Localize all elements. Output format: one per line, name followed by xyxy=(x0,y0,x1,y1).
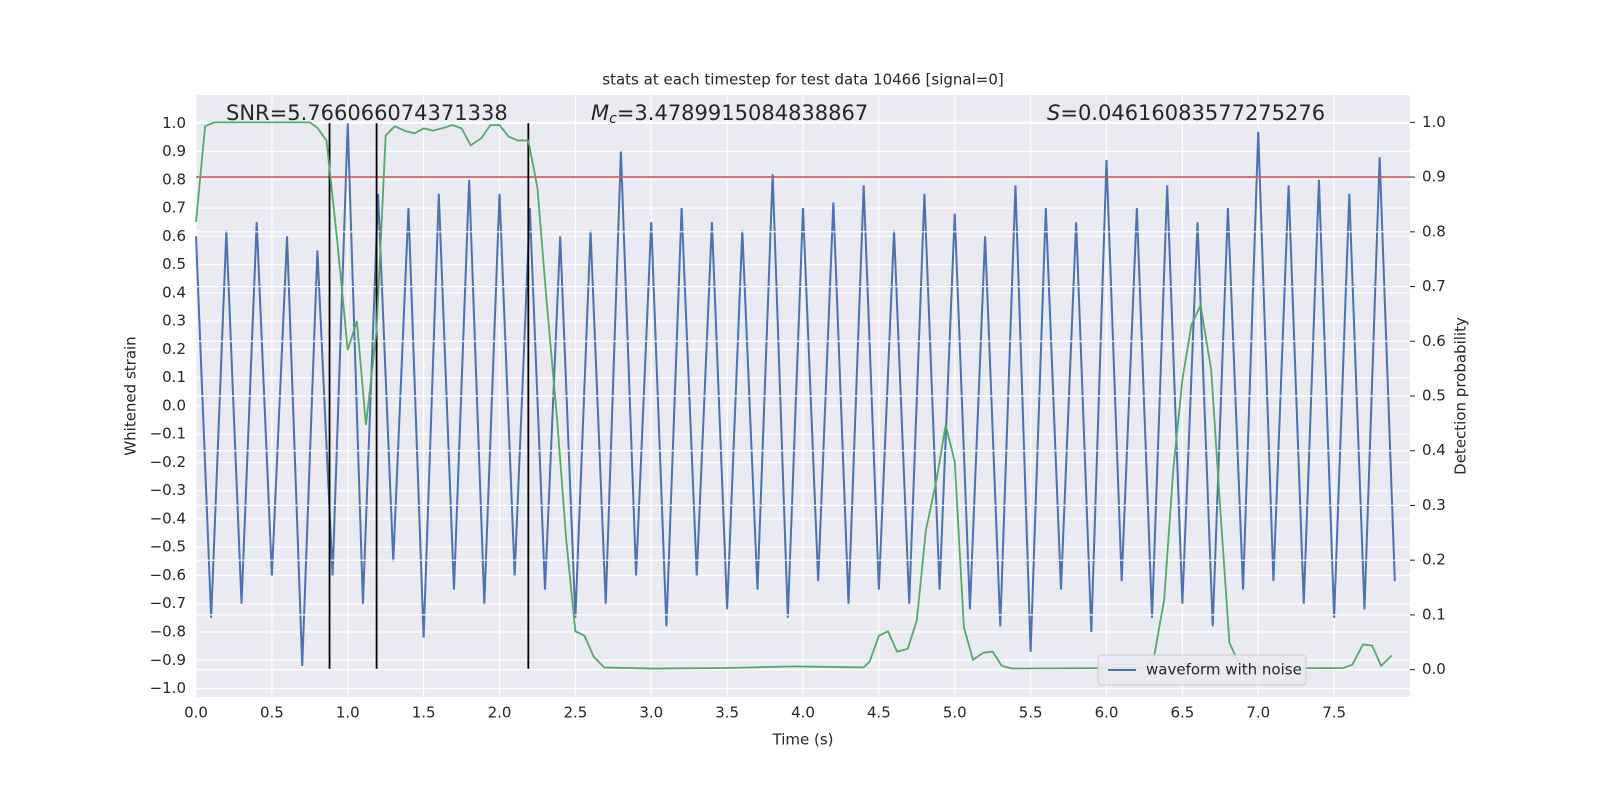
y-tick-label: 0.6 xyxy=(162,227,186,245)
legend: waveform with noise xyxy=(1097,654,1307,686)
x-tick-label: 2.0 xyxy=(488,704,512,722)
y-tick-label: 0.4 xyxy=(162,283,186,301)
y-tick-label: −0.2 xyxy=(150,453,186,471)
y2-tick-label: 0.4 xyxy=(1422,441,1446,459)
y2-tick-label: 0.7 xyxy=(1422,277,1446,295)
y2-tick-label: 0.3 xyxy=(1422,496,1446,514)
x-tick-label: 6.0 xyxy=(1095,704,1119,722)
s-symbol: S xyxy=(1047,101,1060,125)
x-tick-label: 2.5 xyxy=(563,704,587,722)
s-value: =0.04616083577275276 xyxy=(1060,101,1325,125)
y2-tick-label: 0.8 xyxy=(1422,222,1446,240)
y-tick-label: 0.7 xyxy=(162,199,186,217)
x-tick-label: 3.0 xyxy=(639,704,663,722)
x-tick-label: 4.0 xyxy=(791,704,815,722)
x-tick-label: 1.5 xyxy=(412,704,436,722)
y-tick-label: −0.6 xyxy=(150,566,186,584)
y-tick-label: −0.7 xyxy=(150,594,186,612)
y2-tick-label: 0.2 xyxy=(1422,551,1446,569)
y-axis-label: Whitened strain xyxy=(122,336,140,455)
y2-tick-label: 0.9 xyxy=(1422,168,1446,186)
x-axis-label: Time (s) xyxy=(772,731,834,749)
x-tick-label: 1.0 xyxy=(336,704,360,722)
y2-tick-label: 0.0 xyxy=(1422,660,1446,678)
chart-title: stats at each timestep for test data 104… xyxy=(602,71,1003,89)
x-tick-label: 3.5 xyxy=(715,704,739,722)
y2-tick-label: 0.6 xyxy=(1422,332,1446,350)
y-tick-label: −0.4 xyxy=(150,509,186,527)
snr-annotation: SNR=5.766066074371338 xyxy=(226,101,508,125)
y-tick-label: −0.9 xyxy=(150,651,186,669)
y-tick-label: 0.9 xyxy=(162,142,186,160)
y-tick-label: 0.8 xyxy=(162,170,186,188)
x-tick-label: 7.0 xyxy=(1246,704,1270,722)
y-tick-label: 0.5 xyxy=(162,255,186,273)
x-tick-label: 6.5 xyxy=(1170,704,1194,722)
y2-tick-label: 0.5 xyxy=(1422,387,1446,405)
y-tick-label: −0.8 xyxy=(150,622,186,640)
mc-annotation: Mc=3.4789915084838867 xyxy=(591,101,868,127)
x-tick-label: 5.5 xyxy=(1019,704,1043,722)
x-tick-label: 7.5 xyxy=(1322,704,1346,722)
y-tick-label: 0.2 xyxy=(162,340,186,358)
mc-value: =3.4789915084838867 xyxy=(617,101,868,125)
y-tick-label: 1.0 xyxy=(162,114,186,132)
probability-line xyxy=(195,121,1393,670)
y2-axis-label: Detection probability xyxy=(1452,317,1470,475)
x-tick-label: 0.0 xyxy=(184,704,208,722)
mc-subscript: c xyxy=(609,111,617,127)
y-tick-label: 0.1 xyxy=(162,368,186,386)
y-tick-label: −0.5 xyxy=(150,538,186,556)
y-tick-label: −1.0 xyxy=(150,679,186,697)
s-annotation: S=0.04616083577275276 xyxy=(1047,101,1325,125)
mc-symbol: M xyxy=(591,101,609,125)
x-tick-label: 4.5 xyxy=(867,704,891,722)
y-tick-label: −0.1 xyxy=(150,425,186,443)
y2-tick-label: 0.1 xyxy=(1422,605,1446,623)
x-tick-label: 5.0 xyxy=(943,704,967,722)
legend-box xyxy=(1097,654,1307,686)
y-tick-label: 0.0 xyxy=(162,396,186,414)
y-tick-label: 0.3 xyxy=(162,312,186,330)
y2-tick-label: 1.0 xyxy=(1422,113,1446,131)
y-tick-label: −0.3 xyxy=(150,481,186,499)
x-tick-label: 0.5 xyxy=(260,704,284,722)
waveform-line xyxy=(195,123,1396,666)
legend-label: waveform with noise xyxy=(1146,661,1302,679)
